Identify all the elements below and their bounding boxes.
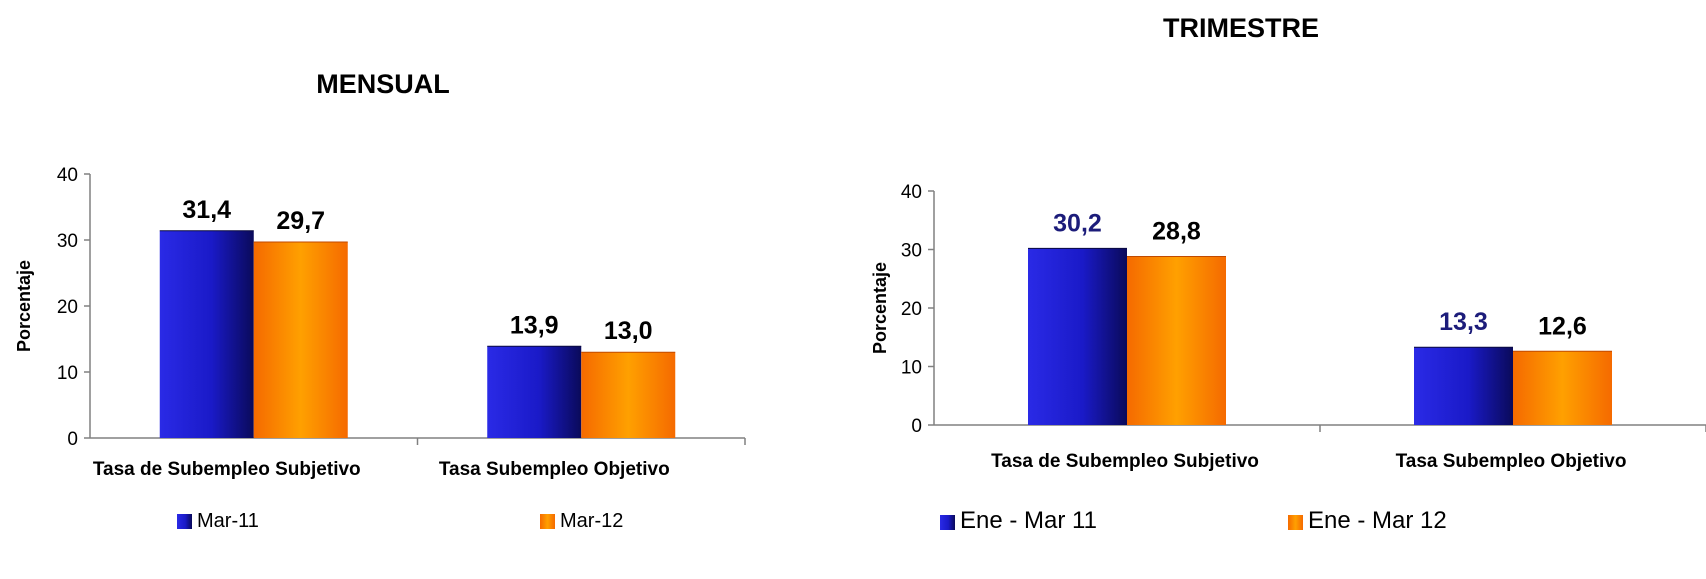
legend-label: Ene - Mar 12 xyxy=(1308,507,1447,534)
x-category-label: Tasa Subempleo Objetivo xyxy=(439,459,670,480)
y-tick-label: 40 xyxy=(901,182,922,203)
data-label: 13,3 xyxy=(1439,308,1488,336)
y-tick-label: 20 xyxy=(901,299,922,320)
bar xyxy=(487,346,582,438)
data-label: 13,9 xyxy=(510,311,559,339)
x-category-label: Tasa Subempleo Objetivo xyxy=(1396,451,1627,472)
x-category-label: Tasa de Subempleo Subjetivo xyxy=(93,459,361,480)
bar xyxy=(581,352,676,438)
y-axis-label: Porcentaje xyxy=(870,262,890,354)
chart-trimestre-svg: TRIMESTRE Porcentaje 0 10 20 30 40 Tasa de Sube… xyxy=(870,13,1706,534)
legend-label: Mar-11 xyxy=(197,510,259,532)
y-tick-label: 10 xyxy=(57,363,78,384)
bar xyxy=(159,230,254,438)
data-label: 31,4 xyxy=(182,196,231,224)
legend-swatch xyxy=(177,514,192,529)
bar xyxy=(253,241,348,438)
data-label: 13,0 xyxy=(604,317,653,345)
data-label: 30,2 xyxy=(1053,209,1102,237)
y-tick-label: 30 xyxy=(57,231,78,252)
bar xyxy=(1127,256,1226,425)
y-tick-label: 0 xyxy=(911,416,922,437)
bar xyxy=(1513,351,1612,425)
bar xyxy=(1414,347,1513,425)
bar xyxy=(1028,248,1127,425)
legend-swatch xyxy=(940,515,955,530)
chart-mensual: MENSUAL Porcentaje 0 10 20 30 40 Tasa de Subemp… xyxy=(0,0,850,579)
chart-title: TRIMESTRE xyxy=(1163,13,1319,43)
y-tick-label: 30 xyxy=(901,241,922,262)
chart-mensual-svg: MENSUAL Porcentaje 0 10 20 30 40 Tasa de Subemp… xyxy=(14,69,746,532)
y-tick-label: 40 xyxy=(57,165,78,186)
legend-swatch xyxy=(540,514,555,529)
data-label: 28,8 xyxy=(1152,218,1201,246)
x-category-label: Tasa de Subempleo Subjetivo xyxy=(991,451,1259,472)
legend-label: Ene - Mar 11 xyxy=(960,507,1097,534)
legend-swatch xyxy=(1288,515,1303,530)
chart-trimestre: TRIMESTRE Porcentaje 0 10 20 30 40 Tasa de Sube… xyxy=(850,0,1706,579)
y-tick-label: 20 xyxy=(57,297,78,318)
chart-title: MENSUAL xyxy=(316,69,450,99)
y-tick-label: 0 xyxy=(67,429,78,450)
data-label: 12,6 xyxy=(1538,312,1587,340)
data-label: 29,7 xyxy=(276,207,325,235)
legend-label: Mar-12 xyxy=(560,510,623,532)
y-tick-label: 10 xyxy=(901,358,922,379)
y-axis-label: Porcentaje xyxy=(14,260,34,352)
